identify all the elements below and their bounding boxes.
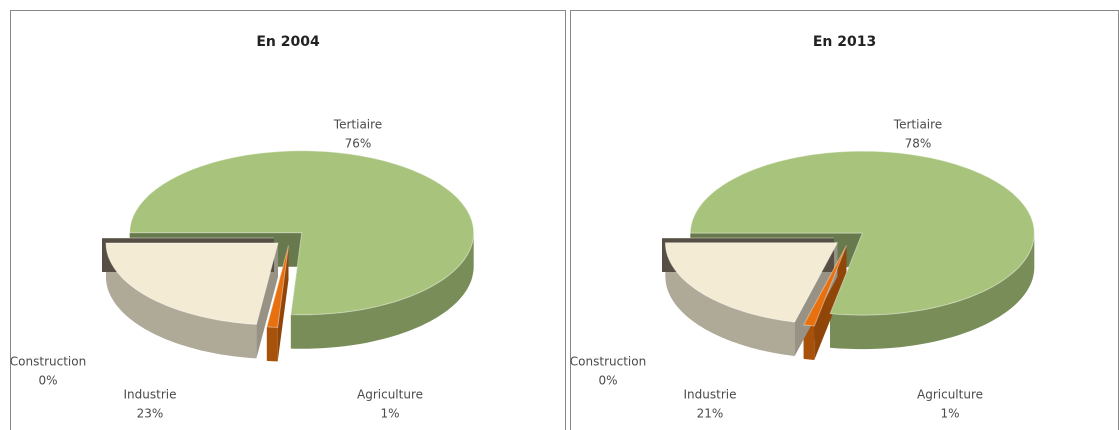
chart-title: En 2004 bbox=[256, 34, 320, 50]
category-label: Agriculture bbox=[917, 388, 983, 402]
value-label: 23% bbox=[137, 407, 164, 421]
category-label: Tertiaire bbox=[893, 118, 942, 132]
category-label: Construction bbox=[570, 355, 646, 369]
category-label: Tertiaire bbox=[333, 118, 382, 132]
slice-wall bbox=[290, 232, 474, 349]
category-label: Industrie bbox=[124, 388, 177, 402]
value-label: 76% bbox=[345, 137, 372, 151]
slice-wall bbox=[106, 243, 257, 359]
value-label: 0% bbox=[38, 374, 57, 388]
slice-wall bbox=[830, 233, 1035, 350]
pie-slice bbox=[664, 242, 839, 323]
value-label: 21% bbox=[697, 407, 724, 421]
pie-slice bbox=[105, 242, 279, 325]
slice-wall bbox=[266, 326, 278, 362]
value-label: 0% bbox=[598, 374, 617, 388]
value-label: 1% bbox=[940, 407, 959, 421]
pie-slice bbox=[689, 150, 1035, 316]
category-label: Agriculture bbox=[357, 388, 423, 402]
category-label: Construction bbox=[10, 355, 86, 369]
value-label: 78% bbox=[905, 137, 932, 151]
pie-slice bbox=[129, 150, 475, 316]
category-label: Industrie bbox=[684, 388, 737, 402]
chart-title: En 2013 bbox=[813, 34, 876, 50]
pie-slice bbox=[802, 245, 847, 327]
pie-slice bbox=[266, 245, 289, 328]
value-label: 1% bbox=[380, 407, 399, 421]
slice-wall bbox=[665, 242, 795, 357]
